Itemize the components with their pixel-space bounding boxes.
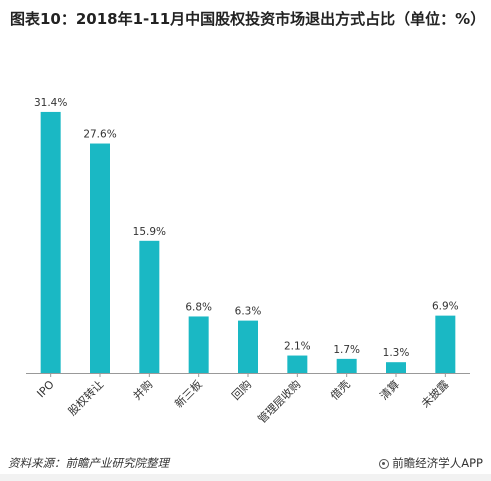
bar: [40, 111, 61, 373]
x-tick-label: 新三板: [172, 377, 205, 410]
data-label: 6.8%: [185, 301, 212, 313]
data-label: 27.6%: [83, 129, 116, 141]
bar: [386, 362, 406, 373]
x-tick-label: 清算: [377, 377, 402, 402]
x-tick-label: IPO: [34, 378, 57, 401]
chart-title: 图表10：2018年1-11月中国股权投资市场退出方式占比（单位：%）: [10, 10, 486, 28]
x-tick-label: 股权转让: [65, 377, 106, 418]
x-tick-label: 未披露: [418, 377, 451, 410]
x-tick-label: 借壳: [327, 377, 352, 402]
data-label: 6.3%: [235, 306, 262, 318]
brand-text: 前瞻经济学人APP: [392, 456, 483, 470]
bar: [90, 143, 110, 373]
bar: [188, 316, 209, 373]
data-label: 1.7%: [333, 344, 360, 356]
bar: [336, 358, 357, 373]
data-label: 15.9%: [133, 226, 166, 238]
data-label: 6.9%: [432, 301, 459, 313]
data-label: 31.4%: [34, 97, 67, 109]
data-label: 2.1%: [284, 341, 311, 353]
bar: [287, 355, 308, 373]
x-tick-label: 并购: [130, 377, 155, 402]
x-tick-label: 管理层收购: [255, 377, 304, 426]
data-label: 1.3%: [383, 347, 410, 359]
bar: [139, 240, 160, 373]
bar: [238, 320, 258, 373]
x-tick-label: 回购: [229, 377, 254, 402]
bottom-bar: [0, 474, 491, 481]
source-note: 资料来源：前瞻产业研究院整理: [8, 456, 169, 470]
footer: 资料来源：前瞻产业研究院整理 前瞻经济学人APP: [8, 451, 483, 475]
brand-label: 前瞻经济学人APP: [379, 455, 483, 471]
bar: [435, 315, 456, 373]
brand-logo-icon: [379, 459, 390, 469]
